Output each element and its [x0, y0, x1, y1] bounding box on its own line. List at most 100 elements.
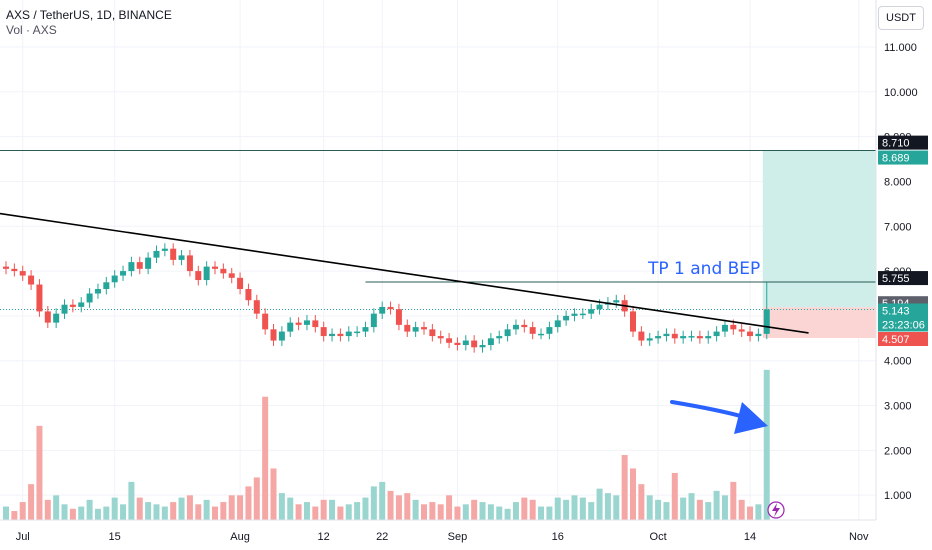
candle-body[interactable] [663, 333, 670, 337]
candle-body[interactable] [546, 327, 553, 334]
candle-body[interactable] [504, 329, 511, 337]
candle-body[interactable] [278, 331, 285, 341]
candle-body[interactable] [111, 275, 118, 283]
candle-body[interactable] [11, 268, 18, 272]
candle-body[interactable] [312, 320, 319, 328]
candle-body[interactable] [538, 333, 545, 336]
candle-body[interactable] [220, 268, 227, 274]
candle-body[interactable] [370, 313, 377, 328]
candle-body[interactable] [454, 342, 461, 346]
candle-body[interactable] [379, 306, 386, 314]
candle-body[interactable] [671, 333, 678, 339]
symbol-title[interactable]: AXS / TetherUS, 1D, BINANCE [6, 8, 172, 22]
candle-body[interactable] [362, 327, 369, 332]
arrow-icon[interactable] [734, 402, 768, 434]
candle-body[interactable] [212, 266, 218, 269]
candle-body[interactable] [354, 331, 361, 334]
candle-body[interactable] [228, 273, 235, 278]
candle-body[interactable] [554, 320, 561, 328]
candle-body[interactable] [153, 250, 160, 258]
candle-body[interactable] [245, 289, 252, 301]
candle-body[interactable] [136, 262, 143, 269]
candle-body[interactable] [195, 271, 202, 281]
candle-body[interactable] [253, 300, 260, 314]
candle-body[interactable] [161, 248, 168, 251]
candle-body[interactable] [680, 336, 687, 339]
candle-body[interactable] [655, 336, 662, 339]
candle-body[interactable] [713, 331, 720, 337]
candle-body[interactable] [755, 333, 762, 337]
currency-button[interactable]: USDT [878, 6, 924, 30]
candle-body[interactable] [705, 336, 712, 339]
candle-body[interactable] [579, 313, 586, 316]
candle-body[interactable] [479, 345, 486, 348]
candle-body[interactable] [462, 340, 469, 346]
candle-body[interactable] [496, 336, 503, 339]
candle-body[interactable] [36, 284, 43, 312]
candle-body[interactable] [237, 277, 244, 290]
candle-body[interactable] [421, 327, 427, 330]
target-zone[interactable] [762, 150, 876, 308]
candle-body[interactable] [395, 309, 402, 325]
candle-body[interactable] [630, 311, 636, 332]
candle-body[interactable] [596, 304, 603, 310]
candle-body[interactable] [128, 262, 135, 272]
candle-body[interactable] [329, 333, 336, 337]
candle-body[interactable] [145, 257, 152, 269]
candle-body[interactable] [429, 329, 436, 337]
candle-body[interactable] [588, 309, 595, 314]
candle-body[interactable] [61, 304, 68, 314]
candle-body[interactable] [487, 338, 494, 346]
candle-body[interactable] [3, 266, 9, 269]
candle-body[interactable] [646, 338, 653, 341]
candle-body[interactable] [437, 336, 444, 339]
candle-body[interactable] [529, 327, 536, 334]
candle-body[interactable] [170, 248, 177, 260]
candle-body[interactable] [120, 271, 127, 276]
candle-body[interactable] [387, 306, 394, 310]
candle-body[interactable] [53, 313, 60, 323]
candle-body[interactable] [86, 293, 93, 303]
candle-body[interactable] [262, 313, 269, 330]
candle-body[interactable] [404, 324, 411, 332]
candle-body[interactable] [287, 322, 294, 332]
candle-body[interactable] [44, 311, 51, 323]
candle-body[interactable] [270, 329, 277, 341]
candle-body[interactable] [203, 266, 210, 281]
candle-body[interactable] [638, 331, 645, 341]
candle-body[interactable] [613, 300, 620, 303]
candle-body[interactable] [521, 324, 528, 328]
candle-body[interactable] [186, 255, 193, 272]
candle-body[interactable] [78, 302, 85, 307]
candle-body[interactable] [696, 336, 703, 339]
candle-body[interactable] [28, 275, 35, 285]
candle-body[interactable] [412, 327, 419, 332]
candle-body[interactable] [738, 329, 745, 332]
candle-body[interactable] [730, 324, 737, 330]
tp-annotation[interactable]: TP 1 and BEP [647, 259, 760, 279]
arrow-shaft[interactable] [670, 400, 750, 420]
candle-body[interactable] [320, 327, 327, 337]
candle-body[interactable] [763, 309, 770, 334]
candle-body[interactable] [688, 336, 695, 338]
candle-body[interactable] [747, 331, 754, 337]
candle-body[interactable] [471, 340, 478, 348]
candle-body[interactable] [571, 313, 578, 316]
trendline[interactable] [0, 208, 809, 334]
candle-body[interactable] [337, 333, 344, 337]
candle-body[interactable] [178, 255, 185, 260]
candle-body[interactable] [446, 338, 453, 343]
candle-body[interactable] [19, 271, 26, 276]
candle-body[interactable] [345, 331, 352, 337]
candle-body[interactable] [295, 322, 302, 325]
candle-body[interactable] [721, 324, 728, 332]
candle-body[interactable] [69, 304, 76, 307]
stop-loss-zone[interactable] [762, 307, 876, 338]
candle-body[interactable] [94, 289, 101, 294]
candle-body[interactable] [103, 282, 110, 290]
candle-body[interactable] [303, 320, 310, 325]
candle-body[interactable] [512, 324, 519, 330]
volume-legend[interactable]: Vol · AXS [6, 23, 57, 37]
candle-body[interactable] [563, 315, 570, 321]
